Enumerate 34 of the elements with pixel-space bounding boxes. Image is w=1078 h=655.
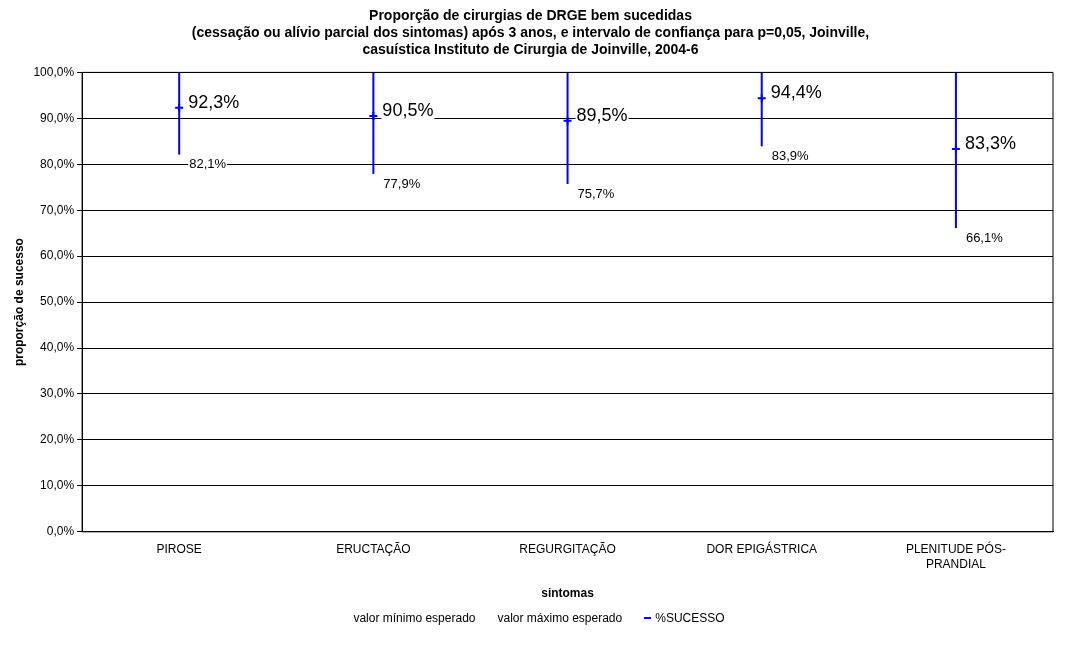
data-label: 94,4%: [770, 82, 822, 103]
y-tick-label: 40,0%: [40, 340, 75, 355]
annotation: 77,9%: [383, 175, 421, 191]
legend-label: %SUCESSO: [654, 611, 725, 625]
text: valor mínimo esperado: [353, 611, 476, 625]
y-tick-label: 70,0%: [40, 202, 75, 217]
annotation: 83,9%: [771, 147, 810, 163]
data-label: 83,3%: [964, 133, 1016, 154]
y-tick-label: 80,0%: [40, 156, 75, 171]
y-tick-label: 100,0%: [33, 64, 75, 79]
x-tick-label: REGURGITAÇÃO: [519, 542, 616, 557]
x-tick-label: ERUCTAÇÃO: [336, 542, 411, 557]
text: casuística Instituto de Cirurgia de Joinville, 2004-6: [362, 40, 699, 57]
y-tick-label: 60,0%: [40, 248, 75, 263]
annotation: 75,7%: [577, 185, 615, 201]
x-tick-label: DOR EPIGÁSTRICA: [706, 541, 818, 557]
annotation: 82,1%: [189, 156, 227, 172]
y-tick-label: 20,0%: [40, 432, 75, 447]
y-tick-label: 90,0%: [40, 110, 75, 125]
y-axis-title: proporção de sucesso: [11, 238, 26, 367]
text: (cessação ou alívio parcial dos sintomas) após 3 anos, e intervalo de confiança para p=0,05, Joinville,: [191, 24, 870, 41]
text: Proporção de cirurgias de DRGE bem sucedidas: [369, 7, 692, 24]
x-tick-label: PLENITUDE PÓS-PRANDIAL: [905, 541, 1006, 571]
y-tick-label: 30,0%: [40, 386, 75, 401]
x-axis-title: sintomas: [541, 586, 595, 601]
annotation: 66,1%: [965, 229, 1004, 245]
x-tick-label: PIROSE: [156, 542, 202, 557]
y-tick-label: 0,0%: [46, 524, 75, 539]
text: valor máximo esperado: [497, 611, 623, 625]
data-label: 92,3%: [188, 91, 240, 112]
data-label: 89,5%: [576, 104, 628, 125]
data-label: 90,5%: [382, 100, 434, 121]
y-tick-label: 10,0%: [40, 478, 75, 493]
y-tick-label: 50,0%: [40, 294, 75, 309]
